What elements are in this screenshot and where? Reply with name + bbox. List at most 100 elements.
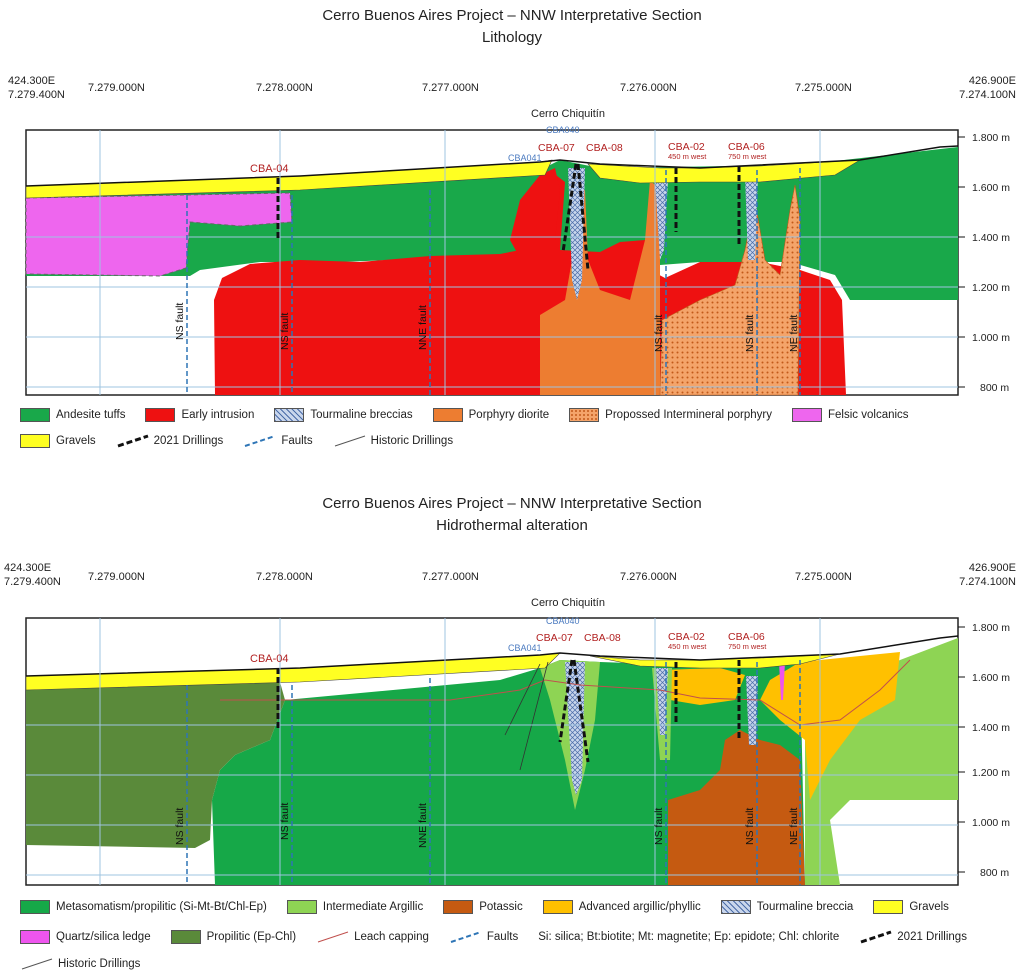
grid-lines (26, 618, 958, 885)
elev-label: 1.800 m (972, 132, 1010, 144)
drill-label-cba06: CBA-06 (728, 631, 765, 643)
drill-label-cba041: CBA041 (508, 643, 542, 653)
section-subtitle: Lithology (481, 29, 543, 46)
drill-label-cba04: CBA-04 (250, 653, 289, 665)
drill-sub-cba02: 450 m west (668, 642, 707, 651)
coord-right-east: 426.900E (968, 562, 1016, 574)
place-label: Cerro Chiquitín (531, 597, 605, 609)
legend-row-1: Andesite tuffs Early intrusion Tourmalin… (20, 408, 929, 422)
legend-metasomatism: Metasomatism/propilitic (Si-Mt-Bt/Chl-Ep… (20, 900, 267, 914)
legend-row-3: Historic Drillings (20, 957, 160, 971)
legend-tourmaline: Tourmaline breccia (720, 900, 853, 914)
legend-early-intrusion: Early intrusion (145, 408, 254, 422)
elev-label: 1.400 m (972, 232, 1010, 244)
drill-label-cba04: CBA-04 (250, 163, 289, 175)
leach-capping-line (220, 659, 911, 726)
faults (186, 168, 801, 395)
elev-label: 1.200 m (972, 767, 1010, 779)
coord-left-east: 424.300E (8, 75, 56, 87)
legend-andesite: Andesite tuffs (20, 408, 125, 422)
coord-north-1: 7.279.000N (88, 82, 145, 94)
legend-porphyry: Porphyry diorite (432, 408, 549, 422)
coord-north-5: 7.275.000N (795, 571, 852, 583)
fault-label: NS fault (744, 808, 756, 845)
legend-propossed: Propossed Intermineral porphyry (569, 408, 772, 422)
elevation-ticks (958, 136, 965, 388)
topography-line (25, 145, 959, 187)
fault-label: NE fault (788, 315, 800, 352)
coord-north-4: 7.276.000N (620, 82, 677, 94)
early-intrusion-finger (510, 168, 560, 258)
legend-felsic: Felsic volcanics (792, 408, 909, 422)
drillings-2021 (276, 163, 741, 271)
topography-line (25, 635, 959, 677)
legend-intermediate: Intermediate Argillic (286, 900, 423, 914)
legend-row-2: Gravels 2021 Drillings Faults Historic D… (20, 434, 473, 448)
elev-label: 1.600 m (972, 672, 1010, 684)
fault-label: NS fault (653, 808, 665, 845)
legend-tourmaline: Tourmaline breccias (274, 408, 413, 422)
tourmaline-breccia-3 (745, 175, 758, 260)
tourmaline-breccia-2 (656, 668, 668, 735)
elev-label: 1.800 m (972, 622, 1010, 634)
legend-abbreviations: Si: silica; Bt:biotite; Mt: magnetite; E… (538, 931, 840, 943)
legend-propilitic: Propilitic (Ep-Chl) (170, 930, 296, 944)
potassic-unit (668, 730, 805, 885)
coord-north-2: 7.278.000N (256, 82, 313, 94)
legend-drillings: 2021 Drillings (859, 930, 967, 944)
coord-north-3: 7.277.000N (422, 82, 479, 94)
legend-historic: Historic Drillings (20, 957, 140, 971)
fault-label: NE fault (788, 808, 800, 845)
elev-label: 800 m (980, 382, 1009, 394)
fault-label: NS fault (174, 808, 186, 845)
fault-label: NS fault (279, 803, 291, 840)
quartz-ledge-unit (779, 662, 785, 700)
elevation-ticks (958, 626, 965, 873)
advanced-argillic-2 (660, 668, 745, 705)
drill-label-cba040: CBA040 (546, 616, 580, 626)
elev-label: 1.400 m (972, 722, 1010, 734)
drill-label-cba08: CBA-08 (586, 142, 623, 154)
grid-lines (26, 130, 958, 395)
drill-label-cba041: CBA041 (508, 153, 542, 163)
legend-gravels: Gravels (20, 434, 96, 448)
faults (186, 660, 801, 885)
drill-sub-cba02: 450 m west (668, 152, 707, 161)
fault-label: NS fault (653, 315, 665, 352)
historic-drillings (504, 661, 549, 771)
coord-left-east: 424.300E (4, 562, 52, 574)
drill-label-cba06: CBA-06 (728, 141, 765, 153)
coord-north-4: 7.276.000N (620, 571, 677, 583)
andesite-tuffs-unit (26, 147, 958, 300)
coord-north-1: 7.279.000N (88, 571, 145, 583)
drill-sub-cba06: 750 m west (728, 642, 767, 651)
legend-gravels: Gravels (873, 900, 949, 914)
fault-label: NS fault (279, 313, 291, 350)
legend-faults: Faults (243, 434, 313, 448)
section-title: Cerro Buenos Aires Project – NNW Interpr… (322, 495, 702, 512)
elev-label: 1.000 m (972, 817, 1010, 829)
fault-label: NNE fault (417, 305, 429, 350)
section-subtitle: Hidrothermal alteration (436, 517, 588, 534)
legend-row-2: Quartz/silica ledge Propilitic (Ep-Chl) … (20, 930, 987, 944)
elev-label: 800 m (980, 867, 1009, 879)
drill-label-cba02: CBA-02 (668, 141, 705, 153)
elev-label: 1.600 m (972, 182, 1010, 194)
coord-north-2: 7.278.000N (256, 571, 313, 583)
drillings-2021 (276, 659, 741, 763)
felsic-volcanics-unit (25, 192, 293, 277)
tourmaline-breccia-3 (746, 676, 758, 745)
porphyry-diorite-unit (540, 180, 660, 395)
legend-quartz: Quartz/silica ledge (20, 930, 151, 944)
fault-label: NS fault (744, 315, 756, 352)
drill-label-cba040: CBA040 (546, 125, 580, 135)
elev-label: 1.200 m (972, 282, 1010, 294)
coord-north-3: 7.277.000N (422, 571, 479, 583)
legend-leach: Leach capping (316, 930, 429, 944)
tourmaline-breccia-1 (565, 662, 585, 795)
lithology-section: 1.800 m 1.600 m 1.400 m 1.200 m 1.000 m … (25, 125, 1010, 396)
propilitic-unit (26, 682, 285, 848)
legend-potassic: Potassic (443, 900, 523, 914)
alteration-section: 1.800 m 1.600 m 1.400 m 1.200 m 1.000 m … (25, 616, 1010, 886)
place-label: Cerro Chiquitín (531, 108, 605, 120)
